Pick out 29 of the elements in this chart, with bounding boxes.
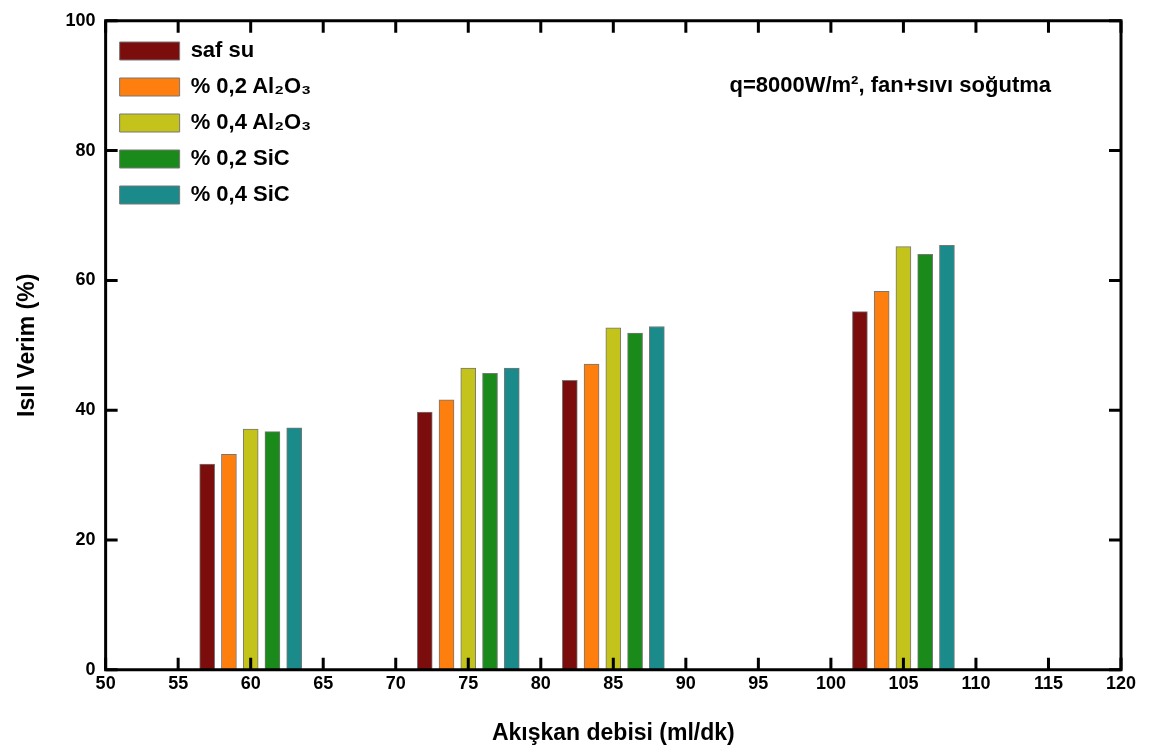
x-tick-label: 75 — [458, 672, 479, 693]
x-tick-label: 60 — [240, 672, 261, 693]
x-tick-label: 50 — [95, 672, 116, 693]
legend-label: % 0,4 Al₂O₃ — [190, 109, 312, 135]
annotation: q=8000W/m², fan+sıvı soğutma — [729, 71, 1052, 97]
legend-label: saf su — [190, 37, 255, 63]
x-tick-label: 115 — [1033, 672, 1063, 693]
x-tick-label: 90 — [675, 672, 696, 693]
x-tick-label: 110 — [961, 672, 991, 693]
y-tick-label: 60 — [75, 269, 96, 290]
x-axis-title: Akışkan debisi (ml/dk) — [491, 718, 735, 745]
legend-label: % 0,4 SiC — [190, 181, 290, 207]
x-tick-label: 120 — [1105, 672, 1137, 693]
y-tick-label: 20 — [75, 528, 96, 549]
legend-label: % 0,2 SiC — [190, 145, 290, 171]
y-axis-title: Isıl Verim (%) — [13, 273, 40, 417]
y-tick-label: 0 — [85, 658, 96, 679]
x-tick-label: 80 — [530, 672, 551, 693]
x-tick-label: 100 — [815, 672, 846, 693]
x-tick-label: 95 — [748, 672, 769, 693]
y-tick-label: 100 — [65, 9, 96, 30]
y-tick-label: 80 — [75, 139, 96, 160]
x-tick-label: 105 — [888, 672, 919, 693]
x-tick-label: 85 — [603, 672, 624, 693]
x-tick-label: 55 — [168, 672, 189, 693]
y-tick-label: 40 — [75, 399, 96, 420]
x-tick-label: 65 — [313, 672, 334, 693]
x-tick-label: 70 — [385, 672, 406, 693]
legend-label: % 0,2 Al₂O₃ — [190, 73, 312, 99]
